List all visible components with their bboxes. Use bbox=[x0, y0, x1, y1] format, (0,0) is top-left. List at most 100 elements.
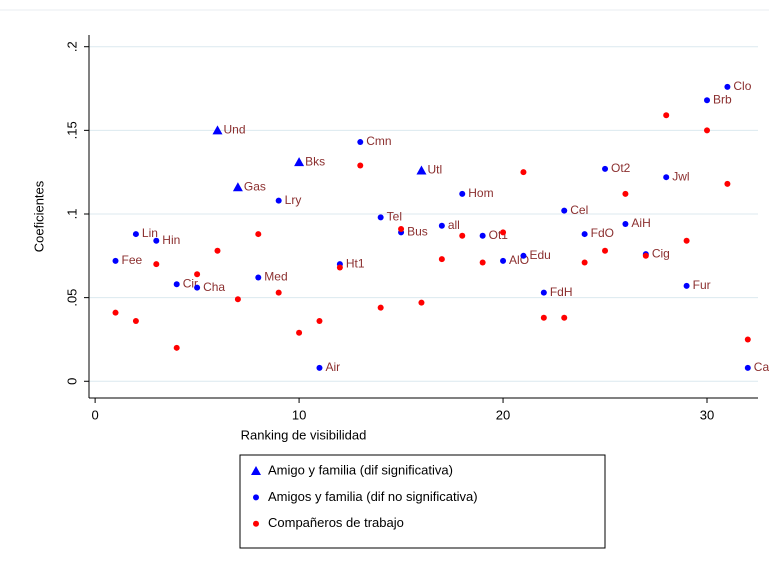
point bbox=[459, 232, 466, 239]
x-tick-label: 0 bbox=[92, 407, 99, 422]
point-label: Cig bbox=[652, 246, 670, 260]
point bbox=[724, 83, 731, 90]
point-label: Hin bbox=[162, 233, 180, 247]
point bbox=[416, 165, 427, 175]
point bbox=[683, 282, 690, 289]
point bbox=[418, 299, 425, 306]
point-label: all bbox=[448, 218, 460, 232]
point bbox=[438, 222, 445, 229]
point bbox=[112, 309, 119, 316]
point-label: Ca bbox=[754, 360, 769, 374]
point bbox=[336, 264, 343, 271]
point-label: Tel bbox=[387, 210, 402, 224]
point bbox=[255, 231, 262, 238]
point-label: Air bbox=[325, 360, 340, 374]
point bbox=[173, 281, 180, 288]
point bbox=[194, 284, 201, 291]
legend-label: Amigos y familia (dif no significativa) bbox=[268, 489, 478, 504]
point bbox=[520, 169, 527, 176]
point bbox=[500, 229, 507, 236]
point bbox=[316, 318, 323, 325]
point bbox=[194, 271, 201, 278]
point bbox=[316, 364, 323, 371]
point bbox=[724, 180, 731, 187]
point bbox=[275, 289, 282, 296]
point-label: Lry bbox=[285, 193, 302, 207]
point bbox=[540, 289, 547, 296]
point bbox=[377, 214, 384, 221]
x-axis-title: Ranking de visibilidad bbox=[241, 427, 367, 442]
y-tick-label: .15 bbox=[64, 121, 79, 139]
point bbox=[153, 237, 160, 244]
point bbox=[275, 197, 282, 204]
point bbox=[212, 125, 223, 135]
point-label: Jwl bbox=[672, 169, 689, 183]
point-label: FdO bbox=[591, 226, 614, 240]
x-tick-label: 10 bbox=[292, 407, 306, 422]
point bbox=[296, 329, 303, 336]
point bbox=[744, 336, 751, 343]
point-label: Cha bbox=[203, 280, 225, 294]
point-label: Cel bbox=[570, 203, 588, 217]
point bbox=[581, 231, 588, 238]
point bbox=[622, 221, 629, 228]
point bbox=[173, 344, 180, 351]
x-tick-label: 20 bbox=[496, 407, 510, 422]
legend-marker bbox=[253, 494, 259, 501]
point bbox=[540, 314, 547, 321]
point bbox=[704, 127, 711, 134]
point bbox=[500, 257, 507, 264]
point bbox=[581, 259, 588, 266]
point bbox=[357, 139, 364, 146]
point bbox=[642, 252, 649, 259]
point bbox=[132, 231, 139, 238]
legend-label: Amigo y familia (dif significativa) bbox=[268, 462, 453, 477]
point bbox=[479, 259, 486, 266]
point-label: Hom bbox=[468, 186, 493, 200]
point bbox=[255, 274, 262, 281]
x-tick-label: 30 bbox=[700, 407, 714, 422]
point bbox=[232, 182, 243, 192]
legend-label: Compañeros de trabajo bbox=[268, 515, 404, 530]
point bbox=[459, 190, 466, 197]
point-label: Brb bbox=[713, 92, 732, 106]
legend-box bbox=[239, 454, 606, 549]
point-label: FdH bbox=[550, 285, 573, 299]
point bbox=[377, 304, 384, 311]
point-label: Fee bbox=[122, 253, 143, 267]
point-label: Ht1 bbox=[346, 256, 365, 270]
point bbox=[602, 247, 609, 254]
point bbox=[744, 364, 751, 371]
point bbox=[357, 162, 364, 169]
point bbox=[683, 237, 690, 244]
point-label: AiH bbox=[631, 216, 650, 230]
point-label: Edu bbox=[529, 248, 550, 262]
y-tick-label: .2 bbox=[64, 41, 79, 52]
point-label: Bks bbox=[305, 154, 325, 168]
point-label: Lin bbox=[142, 226, 158, 240]
legend-marker bbox=[253, 520, 259, 527]
point bbox=[622, 190, 629, 197]
point bbox=[704, 97, 711, 104]
point-label: Und bbox=[223, 123, 245, 137]
point-label: Cmn bbox=[366, 134, 391, 148]
point-label: Utl bbox=[427, 163, 442, 177]
point bbox=[132, 318, 139, 325]
point bbox=[479, 232, 486, 239]
point bbox=[112, 257, 119, 264]
y-tick-label: 0 bbox=[64, 378, 79, 385]
point bbox=[294, 157, 305, 167]
point-label: Clo bbox=[733, 79, 751, 93]
point bbox=[520, 252, 527, 259]
point-label: Ot1 bbox=[489, 228, 509, 242]
point-label: Fur bbox=[693, 278, 711, 292]
point bbox=[663, 174, 670, 181]
point-label: Ot2 bbox=[611, 161, 631, 175]
point bbox=[663, 112, 670, 119]
y-axis-title: Coeficientes bbox=[31, 180, 46, 252]
point bbox=[153, 261, 160, 268]
y-tick-label: .05 bbox=[64, 289, 79, 307]
point-label: Bus bbox=[407, 225, 428, 239]
point-label: Gas bbox=[244, 179, 266, 193]
